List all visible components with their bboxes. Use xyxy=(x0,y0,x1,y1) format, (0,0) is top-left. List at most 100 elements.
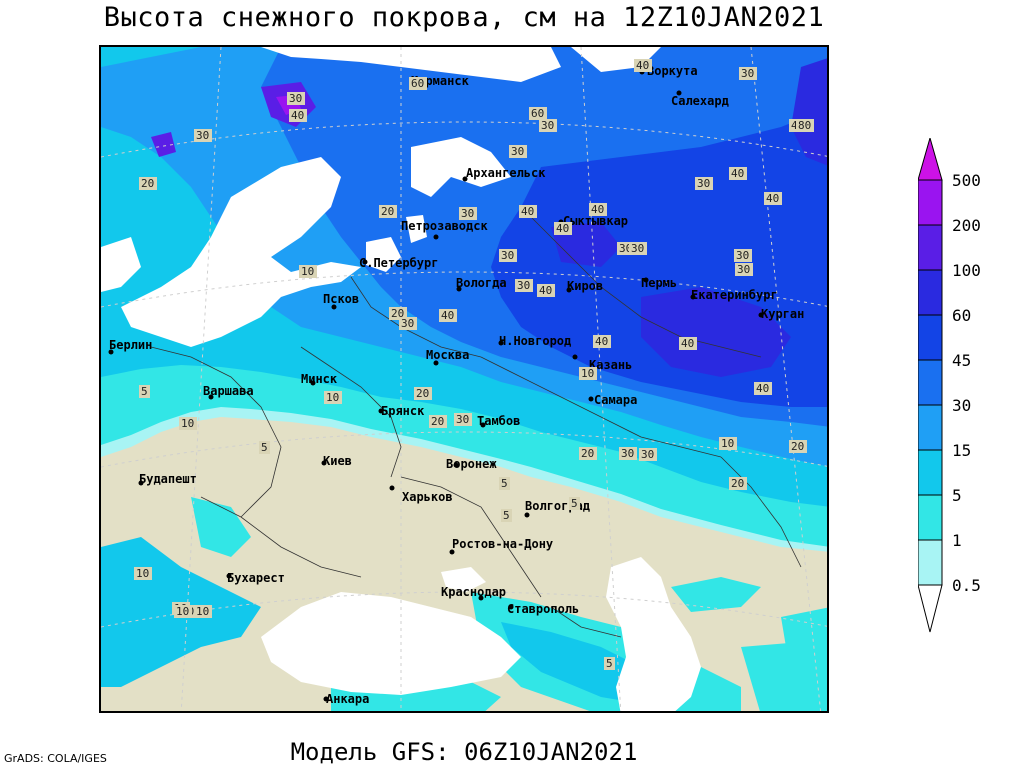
contour-value-label: 30 xyxy=(289,92,302,105)
city-label: Берлин xyxy=(109,338,152,352)
city-label: Варшава xyxy=(203,384,254,398)
contour-label-bg xyxy=(796,119,814,132)
contour-value-label: 40 xyxy=(591,203,604,216)
contour-label-bg xyxy=(399,317,417,330)
city-label: Пермь xyxy=(641,276,677,290)
contour-label-bg xyxy=(593,335,611,348)
contour-label-bg xyxy=(299,265,317,278)
city-marker xyxy=(331,304,337,310)
contour-label-bg xyxy=(194,605,212,618)
city-label: Вологда xyxy=(456,276,507,290)
contour-value-label: 30 xyxy=(641,448,654,461)
barents-sea xyxy=(261,47,561,82)
legend-label: 100 xyxy=(952,261,981,280)
contour-value-label: 5 xyxy=(141,385,148,398)
city-marker xyxy=(588,396,594,402)
contour-value-label: 30 xyxy=(501,249,514,262)
contour-value-label: 30 xyxy=(461,207,474,220)
contour-label-bg xyxy=(134,567,152,580)
city-label: Воркута xyxy=(647,64,698,78)
legend-label: 30 xyxy=(952,396,971,415)
city-label: Киев xyxy=(323,454,352,468)
contour-label-bg xyxy=(499,477,510,490)
legend-swatch-30 xyxy=(918,359,943,406)
city-marker xyxy=(362,259,368,265)
contour-value-label: 40 xyxy=(539,284,552,297)
contour-value-label: 30 xyxy=(196,129,209,142)
snow-zone-60-100cm xyxy=(641,287,791,377)
contour-label-bg xyxy=(519,205,537,218)
city-marker xyxy=(226,573,232,579)
city-marker xyxy=(389,485,395,491)
city-label: Харьков xyxy=(402,490,453,504)
contour-value-label: 10 xyxy=(181,417,194,430)
caspian-sea xyxy=(606,557,701,711)
contour-label-bg xyxy=(139,177,157,190)
city-marker xyxy=(108,349,114,355)
contour-value-label: 40 xyxy=(441,309,454,322)
legend-swatch-100 xyxy=(918,224,943,271)
contour-value-label: 10 xyxy=(581,367,594,380)
contour-value-label: 30 xyxy=(511,145,524,158)
contour-label-bg xyxy=(734,249,752,262)
contour-value-label: 10 xyxy=(176,605,189,618)
city-label: Бухарест xyxy=(227,571,285,585)
baltic-sea xyxy=(121,157,361,347)
contour-value-label: 40 xyxy=(766,192,779,205)
contour-label-bg xyxy=(509,145,527,158)
city-marker xyxy=(462,176,468,182)
legend-swatch-1 xyxy=(918,494,943,541)
legend-top-arrow xyxy=(918,138,943,181)
city-label: Киров xyxy=(567,279,603,293)
map-plot-area[interactable]: Мурманск Воркута Салехард Архангельск Петроз… xyxy=(99,45,829,713)
legend-bottom-arrow xyxy=(918,584,943,633)
contour-value-label: 5 xyxy=(501,477,508,490)
contour-value-label: 40 xyxy=(595,335,608,348)
contour-label-bg xyxy=(414,387,432,400)
contour-label-bg xyxy=(459,207,477,220)
contour-label-bg xyxy=(719,437,737,450)
contour-label-bg xyxy=(289,109,307,122)
city-marker xyxy=(690,294,696,300)
contour-value-label: 40 xyxy=(756,382,769,395)
city-label: Сыктывкар xyxy=(563,214,628,228)
legend-label: 500 xyxy=(952,171,981,190)
contour-label-bg xyxy=(259,441,270,454)
city-label: Ставрополь xyxy=(507,602,579,616)
contour-label-bg xyxy=(499,249,517,262)
contour-value-label: 20 xyxy=(391,307,404,320)
contour-label-bg xyxy=(579,447,597,460)
contour-value-label: 30 xyxy=(697,177,710,190)
city-marker xyxy=(643,277,649,283)
contour-value-label: 10 xyxy=(301,265,314,278)
city-marker xyxy=(433,234,439,240)
contour-value-label: 30 xyxy=(456,413,469,426)
black-sea xyxy=(261,592,521,695)
legend-swatch-45 xyxy=(918,314,943,361)
city-label: Будапешт xyxy=(139,472,197,486)
contour-value-label: 20 xyxy=(731,477,744,490)
legend-swatch-0-5 xyxy=(918,539,943,586)
contour-value-label: 30 xyxy=(401,317,414,330)
legend-swatch-5 xyxy=(918,449,943,496)
contour-label-bg xyxy=(569,497,580,510)
contour-value-label: 60 xyxy=(531,107,544,120)
legend-swatch-200 xyxy=(918,179,943,226)
city-marker xyxy=(758,312,764,318)
contour-value-label: 10 xyxy=(326,391,339,404)
map-title: Высота снежного покрова, см на 12Z10JAN2… xyxy=(103,2,825,33)
city-marker xyxy=(208,394,214,400)
city-label: Воронеж xyxy=(446,457,497,471)
contour-value-label: 20 xyxy=(431,415,444,428)
contour-label-bg xyxy=(529,107,547,120)
contour-label-bg xyxy=(179,417,197,430)
legend-swatch-15 xyxy=(918,404,943,451)
legend-label: 5 xyxy=(952,486,962,505)
legend-label: 45 xyxy=(952,351,971,370)
contour-label-bg xyxy=(539,119,557,132)
contour-label-bg xyxy=(174,605,192,618)
contour-value-label: 40 xyxy=(291,109,304,122)
legend-label: 15 xyxy=(952,441,971,460)
contour-label-bg xyxy=(287,92,305,105)
city-label: Самара xyxy=(594,393,637,407)
